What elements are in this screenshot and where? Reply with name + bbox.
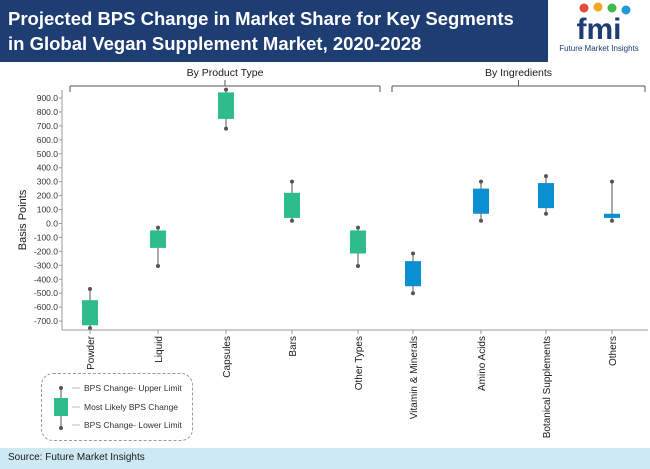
y-tick-label: -700.0 xyxy=(34,316,58,326)
y-tick-label: -400.0 xyxy=(34,274,58,284)
box-bars xyxy=(284,192,300,218)
y-tick-label: 300.0 xyxy=(37,177,59,187)
upper-dot-liquid xyxy=(156,225,160,230)
x-label-powder: Powder xyxy=(86,335,97,370)
y-tick-label: 100.0 xyxy=(37,205,59,215)
x-label-amino-acids: Amino Acids xyxy=(477,336,488,391)
box-amino-acids xyxy=(473,188,489,214)
box-others xyxy=(604,213,620,218)
y-tick-label: -500.0 xyxy=(34,288,58,298)
legend-box xyxy=(54,398,68,416)
lower-dot-bars xyxy=(290,218,294,223)
upper-dot-powder xyxy=(88,287,92,292)
y-axis: 900.0 800.0 700.0 600.0 500.0 400.0 300.0 200.0… xyxy=(17,90,63,330)
logo-dot-red xyxy=(579,3,589,13)
box-vitamin-and-minerals xyxy=(405,261,421,287)
y-tick-label: -100.0 xyxy=(34,232,58,242)
y-tick-label: 600.0 xyxy=(37,135,59,145)
x-label-liquid: Liquid xyxy=(154,336,165,363)
x-axis: Powder Liquid Capsules Bars Other Types Vitam… xyxy=(62,329,648,438)
logo-tagline: Future Market Insights xyxy=(559,44,639,53)
legend-likely-label: Most Likely BPS Change xyxy=(84,402,179,412)
logo-wordmark-text: fmi xyxy=(577,13,622,42)
upper-dot-others xyxy=(610,179,614,184)
logo-dot-blue xyxy=(621,5,631,15)
group-labels: By Product Type By Ingredients xyxy=(69,67,646,92)
upper-dot-botanical-supplements xyxy=(544,174,548,179)
box-botanical-supplements xyxy=(538,183,554,209)
source-note: Source: Future Market Insights xyxy=(8,452,145,463)
group-label-by-product-type: By Product Type xyxy=(187,67,264,79)
x-label-others: Others xyxy=(608,336,619,366)
y-tick-label: 0.0 xyxy=(46,219,58,229)
lower-dot-amino-acids xyxy=(479,218,483,223)
chart-title: Projected BPS Change in Market Share for… xyxy=(8,8,514,54)
upper-dot-bars xyxy=(290,179,294,184)
box-other-types xyxy=(350,230,366,254)
legend-lower-label: BPS Change- Lower Limit xyxy=(84,420,182,430)
box-capsules xyxy=(218,92,234,119)
group-label-by-ingredients: By Ingredients xyxy=(485,67,552,79)
x-label-capsules: Capsules xyxy=(222,336,233,378)
x-label-bars: Bars xyxy=(288,336,299,357)
y-tick-label: -300.0 xyxy=(34,260,58,270)
chart-header: Projected BPS Change in Market Share for… xyxy=(0,0,650,62)
upper-dot-amino-acids xyxy=(479,179,483,184)
box-powder xyxy=(82,300,98,326)
legend-lower-dot xyxy=(59,426,63,430)
lower-dot-other-types xyxy=(356,264,360,269)
y-tick-label: 700.0 xyxy=(37,121,59,131)
lower-dot-botanical-supplements xyxy=(544,211,548,216)
upper-dot-other-types xyxy=(356,225,360,230)
footer: Source: Future Market Insights xyxy=(0,448,650,469)
y-tick-label: 200.0 xyxy=(37,191,59,201)
lower-dot-liquid xyxy=(156,264,160,269)
legend-upper-dot xyxy=(59,386,63,390)
logo-dot-orange xyxy=(593,2,603,12)
lower-dot-vitamin-and-minerals xyxy=(411,291,415,296)
lower-dot-capsules xyxy=(224,126,228,131)
y-tick-label: 800.0 xyxy=(37,107,59,117)
lower-dot-powder xyxy=(88,326,92,331)
y-tick-label: 400.0 xyxy=(37,163,59,173)
box-series xyxy=(82,87,620,331)
fmi-logo: fmi Future Market Insights xyxy=(548,0,650,62)
x-label-botanical-supplements: Botanical Supplements xyxy=(542,336,553,438)
box-plot-chart: By Product Type By Ingredients 900.0 800.0… xyxy=(17,67,648,438)
legend-symbol xyxy=(54,386,80,430)
upper-dot-vitamin-and-minerals xyxy=(411,251,415,256)
y-tick-label: -200.0 xyxy=(34,246,58,256)
legend: BPS Change- Upper Limit Most Likely BPS … xyxy=(41,373,193,441)
box-liquid xyxy=(150,230,166,248)
x-label-other-types: Other Types xyxy=(354,336,365,390)
legend-upper-label: BPS Change- Upper Limit xyxy=(84,383,182,393)
fmi-logo-wordmark: fmi xyxy=(577,2,631,42)
y-tick-label: 900.0 xyxy=(37,93,59,103)
logo-dot-green xyxy=(607,3,617,13)
lower-dot-others xyxy=(610,218,614,223)
upper-dot-capsules xyxy=(224,87,228,92)
y-tick-label: 500.0 xyxy=(37,149,59,159)
y-tick-label: -600.0 xyxy=(34,302,58,312)
y-axis-title: Basis Points xyxy=(17,189,29,250)
x-label-vitamin-and-minerals: Vitamin & Minerals xyxy=(409,336,420,419)
